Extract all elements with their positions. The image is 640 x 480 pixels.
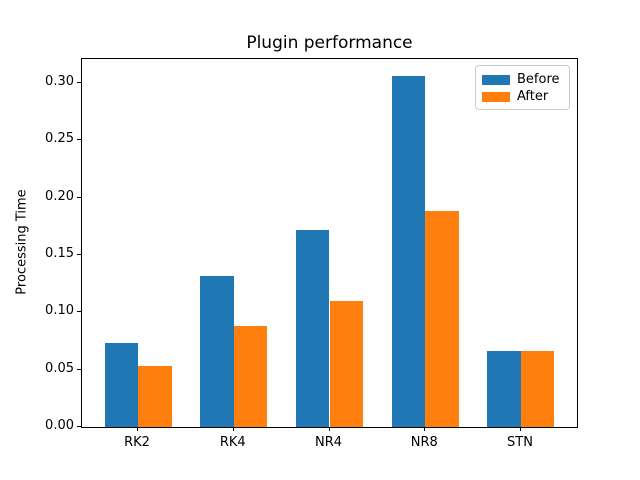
y-tick-label-0.00: 0.00 <box>45 418 74 433</box>
bar-before-stn <box>487 351 521 427</box>
x-tick-mark-rk2 <box>137 427 138 431</box>
bar-after-rk4 <box>233 326 268 427</box>
bar-after-nr8 <box>425 211 459 427</box>
y-tick-mark-0.15 <box>77 254 81 256</box>
legend-swatch-after <box>482 92 510 102</box>
plot-area <box>81 58 578 428</box>
legend-item-before: Before <box>482 72 569 88</box>
y-tick-mark-0.30 <box>77 82 81 84</box>
y-tick-label-0.20: 0.20 <box>45 188 74 204</box>
y-tick-label-0.25: 0.25 <box>45 131 74 147</box>
legend-label-after: After <box>517 89 549 104</box>
y-tick-mark-0.10 <box>77 311 81 313</box>
y-tick-mark-0.20 <box>77 196 81 198</box>
bar-before-rk2 <box>104 343 138 427</box>
y-tick-mark-0.05 <box>77 368 81 370</box>
y-axis-label: Processing Time <box>14 189 30 295</box>
x-tick-mark-nr8 <box>424 427 426 431</box>
x-tick-label-rk4: RK4 <box>219 435 246 450</box>
x-tick-label-nr4: NR4 <box>314 435 343 450</box>
x-tick-label-rk2: RK2 <box>124 435 150 450</box>
bar-before-nr4 <box>295 229 330 427</box>
bar-before-rk4 <box>200 275 234 427</box>
x-tick-label-stn: STN <box>507 435 533 450</box>
bar-after-stn <box>520 351 555 427</box>
bar-after-nr4 <box>329 300 363 427</box>
bar-after-rk2 <box>138 366 172 427</box>
x-tick-mark-stn <box>519 427 521 431</box>
bar-before-nr8 <box>391 76 426 427</box>
legend-item-after: After <box>482 89 569 105</box>
legend-label-before: Before <box>517 72 560 87</box>
y-tick-label-0.05: 0.05 <box>45 360 74 376</box>
y-tick-label-0.10: 0.10 <box>45 303 74 319</box>
y-tick-label-0.30: 0.30 <box>45 74 74 90</box>
y-tick-label-0.15: 0.15 <box>45 246 74 262</box>
y-tick-mark-0.00 <box>77 426 81 427</box>
legend-swatch-before <box>482 75 510 85</box>
x-tick-mark-nr4 <box>328 427 330 431</box>
x-tick-label-nr8: NR8 <box>410 435 438 450</box>
legend: Before After <box>475 65 570 110</box>
x-tick-mark-rk4 <box>232 427 234 431</box>
chart-title: Plugin performance <box>246 33 413 53</box>
y-tick-mark-0.25 <box>77 139 81 141</box>
